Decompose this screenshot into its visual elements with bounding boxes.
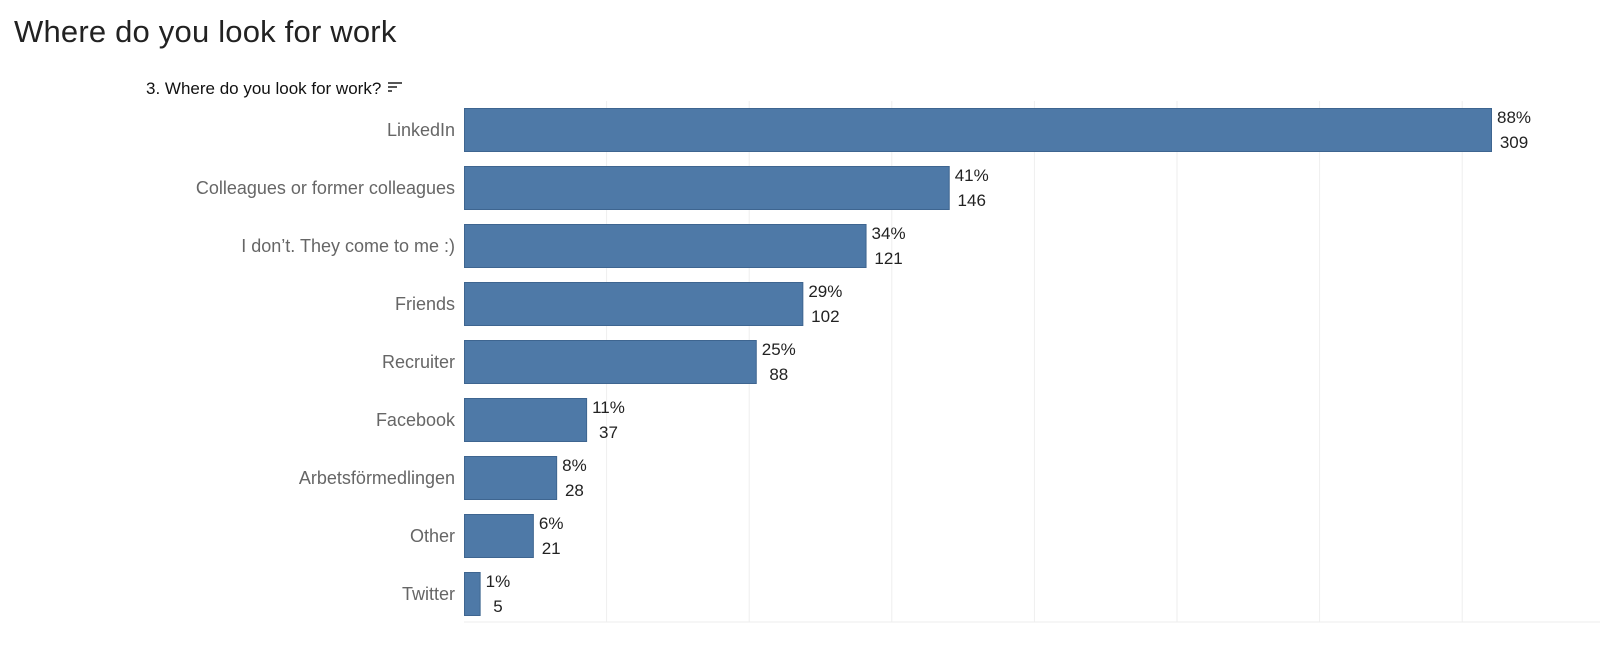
category-label: LinkedIn [387, 120, 455, 140]
count-label: 146 [958, 191, 986, 210]
count-label: 5 [493, 597, 502, 616]
dashboard-title: Where do you look for work [14, 14, 397, 49]
category-label: Twitter [402, 584, 455, 604]
sort-descending-icon-graphic [388, 81, 403, 92]
count-label: 121 [874, 249, 902, 268]
category-label: Other [410, 526, 455, 546]
sort-descending-icon[interactable] [387, 79, 403, 100]
count-label: 102 [811, 307, 839, 326]
category-label: Friends [395, 294, 455, 314]
percent-label: 25% [762, 340, 796, 359]
category-label: I don’t. They come to me :) [241, 236, 455, 256]
bar [464, 282, 804, 326]
percent-label: 41% [955, 166, 989, 185]
bar [464, 340, 757, 384]
chart-header: 3. Where do you look for work? [146, 78, 403, 100]
percent-label: 6% [539, 514, 564, 533]
percent-label: 88% [1497, 108, 1531, 127]
count-label: 88 [769, 365, 788, 384]
percent-label: 1% [486, 572, 511, 591]
category-label: Facebook [376, 410, 456, 430]
count-label: 37 [599, 423, 618, 442]
bar [464, 514, 534, 558]
count-label: 28 [565, 481, 584, 500]
category-label: Arbetsförmedlingen [299, 468, 455, 488]
bar [464, 108, 1492, 152]
bar [464, 456, 558, 500]
chart-question-title: 3. Where do you look for work? [146, 79, 382, 98]
percent-label: 11% [592, 398, 625, 417]
percent-label: 8% [562, 456, 587, 475]
bar [464, 572, 481, 616]
bar [464, 398, 588, 442]
percent-label: 34% [872, 224, 906, 243]
bar [464, 224, 867, 268]
bar [464, 166, 950, 210]
category-label: Colleagues or former colleagues [196, 178, 455, 198]
count-label: 21 [542, 539, 561, 558]
category-label: Recruiter [382, 352, 455, 372]
count-label: 309 [1500, 133, 1528, 152]
percent-label: 29% [808, 282, 842, 301]
